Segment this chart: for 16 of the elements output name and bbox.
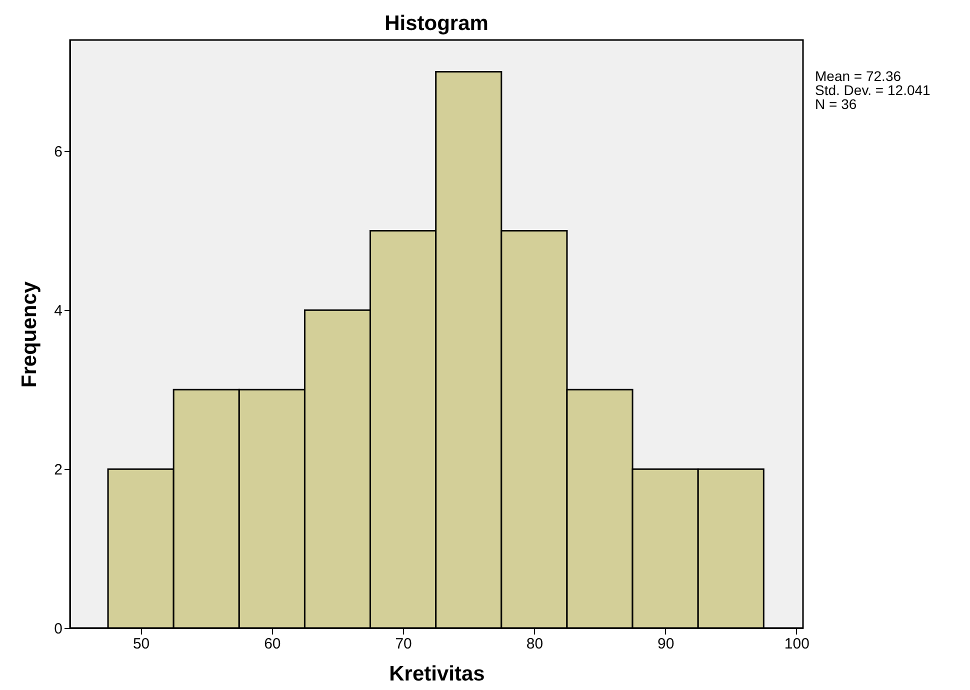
y-tick-label: 4	[54, 302, 62, 320]
y-tick-label: 0	[54, 620, 62, 638]
y-tick-label: 6	[54, 144, 62, 161]
x-tick-label: 100	[784, 636, 810, 652]
x-tick-label: 50	[132, 636, 150, 652]
x-tick-label: 80	[526, 636, 544, 652]
x-tick-label: 90	[657, 636, 674, 652]
text: N = 36	[815, 96, 857, 112]
x-tick-label: 70	[395, 636, 412, 652]
y-axis-title: Frequency	[18, 281, 42, 388]
text: Mean = 72.36	[815, 68, 902, 84]
chart-title: Histogram	[384, 12, 488, 35]
y-tick-label: 2	[54, 462, 62, 479]
x-axis-title: Kretivitas	[389, 662, 485, 686]
x-tick-label: 60	[264, 636, 281, 652]
text: Std. Dev. = 12.041	[815, 82, 931, 98]
